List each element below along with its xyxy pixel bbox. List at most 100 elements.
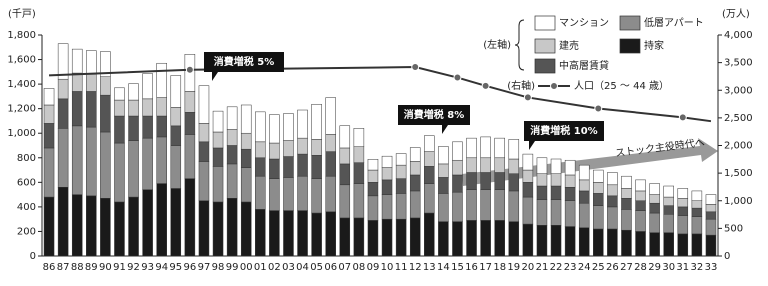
- bar-segment: [452, 159, 463, 176]
- bar-segment: [212, 131, 224, 149]
- bar-segment: [325, 151, 336, 177]
- line-marker: [594, 104, 603, 113]
- bar-segment: [466, 220, 477, 257]
- bar-segment: [311, 155, 322, 179]
- bar-segment: [635, 179, 646, 192]
- x-tick-label: 22: [550, 262, 563, 273]
- bar-segment: [86, 195, 97, 257]
- x-tick-label: 09: [367, 262, 380, 273]
- bar-segment: [649, 212, 660, 233]
- bar-segment: [691, 200, 703, 209]
- bar-segment: [607, 184, 618, 197]
- bar-segment: [536, 173, 548, 187]
- bar-segment: [240, 167, 252, 203]
- x-tick-label: 23: [564, 262, 577, 273]
- y-tick-label: 1,000: [7, 128, 36, 139]
- bar-segment: [607, 206, 618, 230]
- legend-label: 人口（25 ～ 44 歳）: [574, 80, 669, 92]
- x-tick-label: 06: [324, 262, 337, 273]
- bar-segment: [621, 198, 632, 210]
- x-tick-label: 95: [169, 262, 182, 273]
- bar-segment: [593, 182, 604, 194]
- bar-segment: [677, 188, 689, 199]
- bar-segment: [57, 128, 69, 188]
- bar-segment: [677, 215, 689, 235]
- bar-segment: [522, 153, 534, 171]
- bar-segment: [367, 220, 379, 257]
- bar-segment: [297, 109, 308, 139]
- callout-box: [398, 105, 470, 134]
- bar-segment: [508, 139, 520, 160]
- bar-segment: [564, 174, 576, 188]
- bar-segment: [381, 167, 393, 181]
- bar-segment: [339, 184, 351, 219]
- bar-segment: [170, 107, 182, 127]
- legend-swatch: [619, 15, 641, 31]
- bar-segment: [142, 98, 153, 117]
- bar-segment: [86, 74, 97, 92]
- bar-segment: [607, 228, 618, 257]
- bar-segment: [395, 218, 407, 257]
- x-tick-label: 89: [85, 262, 98, 273]
- bar-segment: [297, 210, 308, 257]
- bar-segment: [663, 196, 674, 206]
- x-tick-label: 17: [479, 262, 492, 273]
- bar-segment: [578, 227, 590, 257]
- bar-segment: [381, 194, 393, 220]
- bar-segment: [128, 196, 139, 257]
- bar-segment: [438, 163, 449, 178]
- bar-segment: [607, 172, 618, 186]
- x-tick-label: 88: [71, 262, 84, 273]
- bar-segment: [536, 185, 548, 200]
- bar-segment: [198, 141, 210, 162]
- bar-segment: [381, 179, 393, 195]
- bar-segment: [57, 43, 69, 80]
- bar-segment: [424, 166, 435, 184]
- bar-segment: [269, 158, 280, 179]
- bar-segment: [100, 94, 111, 133]
- bar-segment: [705, 194, 717, 205]
- y-tick-label: 600: [17, 177, 36, 188]
- bar-segment: [184, 91, 196, 113]
- y2-tick-label: 3,500: [724, 58, 753, 69]
- x-tick-label: 96: [184, 262, 197, 273]
- line-marker: [481, 81, 490, 90]
- bar-segment: [536, 225, 548, 257]
- bar-segment: [466, 172, 477, 190]
- bar-segment: [283, 156, 294, 178]
- bar-segment: [438, 193, 449, 222]
- callout-label: 消費増税 5%: [214, 55, 274, 68]
- bar-segment: [170, 145, 182, 189]
- bar-segment: [691, 233, 703, 257]
- bar-segment: [564, 200, 576, 227]
- x-tick-label: 94: [155, 262, 168, 273]
- bar-segment: [705, 218, 717, 236]
- bar-segment: [240, 104, 252, 134]
- bar-segment: [621, 209, 632, 231]
- legend-marker: [550, 82, 558, 90]
- bar-segment: [86, 50, 97, 75]
- x-tick-label: 27: [620, 262, 633, 273]
- y2-tick-label: 1,000: [724, 196, 753, 207]
- bar-segment: [269, 114, 280, 144]
- bar-segment: [649, 232, 660, 257]
- bar-segment: [395, 153, 407, 166]
- bar-segment: [156, 115, 167, 138]
- x-tick-label: 15: [451, 262, 464, 273]
- legend-label: 中高層賃貸: [559, 59, 609, 72]
- bar-segment: [100, 51, 111, 77]
- bar-segment: [156, 97, 167, 117]
- x-tick-label: 05: [310, 262, 323, 273]
- x-tick-label: 32: [691, 262, 704, 273]
- bar-segment: [522, 223, 534, 257]
- bar-segment: [43, 196, 55, 257]
- bar-segment: [184, 134, 196, 179]
- bar-segment: [564, 186, 576, 202]
- y2-tick-label: 2,000: [724, 141, 753, 152]
- bar-segment: [198, 85, 210, 124]
- bar-segment: [71, 125, 83, 195]
- bar-segment: [649, 183, 660, 195]
- bar-segment: [480, 157, 491, 173]
- bar-segment: [635, 231, 646, 257]
- y2-tick-label: 4,000: [724, 30, 753, 41]
